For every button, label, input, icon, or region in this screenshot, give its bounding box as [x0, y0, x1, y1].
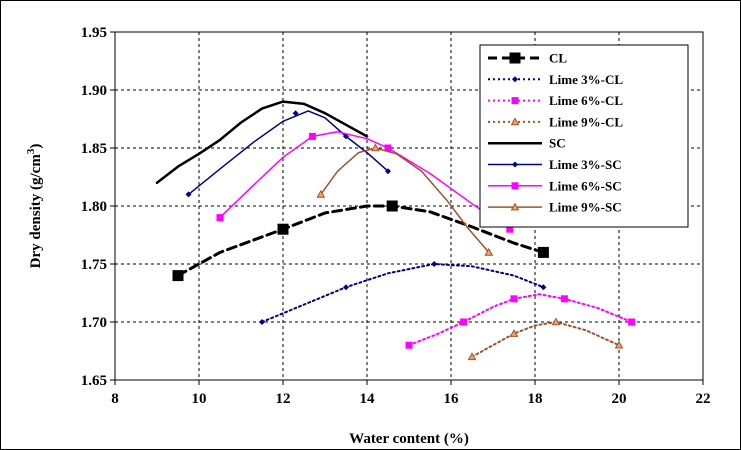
legend-label-lime-9pct-cl: Lime 9%-CL [549, 114, 623, 129]
legend-entry-lime-6pct-sc: Lime 6%-SC [488, 178, 622, 193]
series-sc [155, 100, 369, 185]
data-point-cl [172, 270, 184, 282]
data-point-lime-9pct-sc [316, 189, 326, 198]
series-line-lime-3pct-sc [187, 110, 389, 196]
legend-entry-lime-6pct-cl: Lime 6%-CL [488, 93, 623, 108]
data-point-lime-6pct-cl [560, 295, 568, 303]
series-lime-6pct-sc [216, 131, 514, 233]
legend: CL Lime 3%-CL Lime 6%-CL Lime 9%-CL SC Lime 3… [479, 44, 689, 228]
data-point-lime-6pct-cl [510, 295, 518, 303]
x-tick-label: 22 [696, 391, 711, 407]
series-line-lime-3pct-cl [261, 263, 545, 323]
y-axis-title-superscript: 3 [25, 148, 37, 154]
x-tick-label: 18 [528, 391, 543, 407]
legend-label-lime-3pct-sc: Lime 3%-SC [549, 157, 622, 172]
x-tick-label: 8 [111, 391, 119, 407]
legend-entry-lime-9pct-sc: Lime 9%-SC [488, 200, 622, 215]
data-point-lime-3pct-cl [431, 261, 438, 267]
legend-marker-lime-9pct-cl [510, 117, 520, 126]
legend-marker-lime-6pct-sc [511, 182, 519, 190]
data-point-lime-9pct-cl [614, 340, 624, 349]
legend-label-lime-6pct-cl: Lime 6%-CL [549, 93, 623, 108]
data-point-lime-9pct-cl [551, 317, 561, 326]
series-lime-6pct-cl [405, 293, 636, 349]
data-point-lime-3pct-cl [540, 284, 547, 291]
y-tick-label: 1.70 [81, 315, 107, 331]
series-lime-9pct-cl [467, 317, 624, 361]
data-point-cl [277, 223, 289, 235]
svg-text:Dry density (g/cm3): Dry density (g/cm3) [25, 144, 44, 269]
legend-box [479, 44, 689, 228]
series-lime-9pct-sc [316, 143, 494, 256]
legend-label-cl: CL [549, 51, 567, 66]
legend-entry-cl: CL [488, 51, 567, 66]
x-axis-title: Water content (%) [349, 431, 469, 447]
y-axis-title-main: Dry density (g/cm [28, 154, 44, 269]
data-point-lime-3pct-sc [292, 110, 299, 117]
legend-entry-lime-9pct-cl: Lime 9%-CL [488, 114, 623, 129]
legend-label-sc: SC [549, 136, 566, 151]
data-point-lime-9pct-sc [371, 143, 380, 152]
legend-marker-lime-3pct-sc [512, 161, 518, 168]
data-point-lime-3pct-cl [343, 284, 349, 291]
y-tick-label: 1.95 [81, 25, 107, 41]
data-point-cl [386, 200, 398, 212]
data-point-lime-6pct-sc [506, 225, 514, 233]
series-line-sc [155, 100, 369, 185]
x-tick-label: 14 [360, 391, 376, 407]
series-layer [155, 100, 636, 361]
legend-entry-sc: SC [488, 136, 566, 151]
x-tick-label: 20 [612, 391, 627, 407]
x-tick-label: 16 [444, 391, 460, 407]
series-lime-3pct-cl [259, 261, 547, 325]
y-tick-label: 1.65 [81, 373, 107, 389]
series-lime-3pct-sc [185, 110, 391, 198]
data-point-lime-6pct-sc [384, 144, 392, 152]
series-line-lime-9pct-cl [471, 321, 620, 358]
y-tick-label: 1.80 [81, 199, 107, 215]
series-cl [172, 200, 549, 282]
legend-label-lime-3pct-cl: Lime 3%-CL [549, 72, 623, 87]
data-point-lime-6pct-cl [460, 318, 468, 326]
legend-entry-lime-3pct-sc: Lime 3%-SC [488, 157, 622, 172]
y-axis-title-close: ) [28, 144, 44, 149]
legend-entry-lime-3pct-cl: Lime 3%-CL [488, 72, 623, 87]
data-point-lime-9pct-sc [484, 247, 494, 256]
data-point-lime-3pct-sc [343, 133, 349, 140]
data-point-lime-6pct-sc [308, 132, 316, 140]
y-axis-title: Dry density (g/cm3) [25, 144, 44, 269]
data-point-lime-6pct-cl [628, 318, 636, 326]
y-tick-label: 1.85 [81, 141, 107, 157]
series-line-cl [176, 204, 545, 278]
axis-ticks: 8 10 12 14 16 18 20 22 1.65 1.70 1.75 1.80 1.85 1.90 1… [81, 25, 711, 407]
legend-label-lime-6pct-sc: Lime 6%-SC [549, 178, 622, 193]
x-tick-label: 12 [276, 391, 291, 407]
series-line-lime-6pct-sc [219, 131, 511, 230]
legend-marker-lime-3pct-cl [512, 76, 518, 83]
data-point-lime-3pct-sc [385, 168, 391, 175]
legend-marker-cl [509, 52, 521, 64]
legend-marker-lime-6pct-cl [511, 97, 519, 105]
data-point-lime-3pct-sc [185, 191, 192, 198]
x-tick-label: 10 [192, 391, 207, 407]
data-point-lime-3pct-cl [259, 319, 265, 325]
data-point-cl [537, 246, 549, 258]
data-point-lime-9pct-cl [509, 329, 519, 337]
series-line-lime-9pct-sc [320, 147, 490, 254]
data-point-lime-6pct-cl [405, 341, 413, 349]
data-point-lime-9pct-cl [467, 352, 477, 361]
legend-marker-lime-9pct-sc [510, 202, 520, 211]
legend-label-lime-9pct-sc: Lime 9%-SC [549, 200, 622, 215]
data-point-lime-6pct-sc [216, 214, 224, 222]
y-tick-label: 1.90 [81, 83, 107, 99]
y-tick-label: 1.75 [81, 257, 107, 273]
